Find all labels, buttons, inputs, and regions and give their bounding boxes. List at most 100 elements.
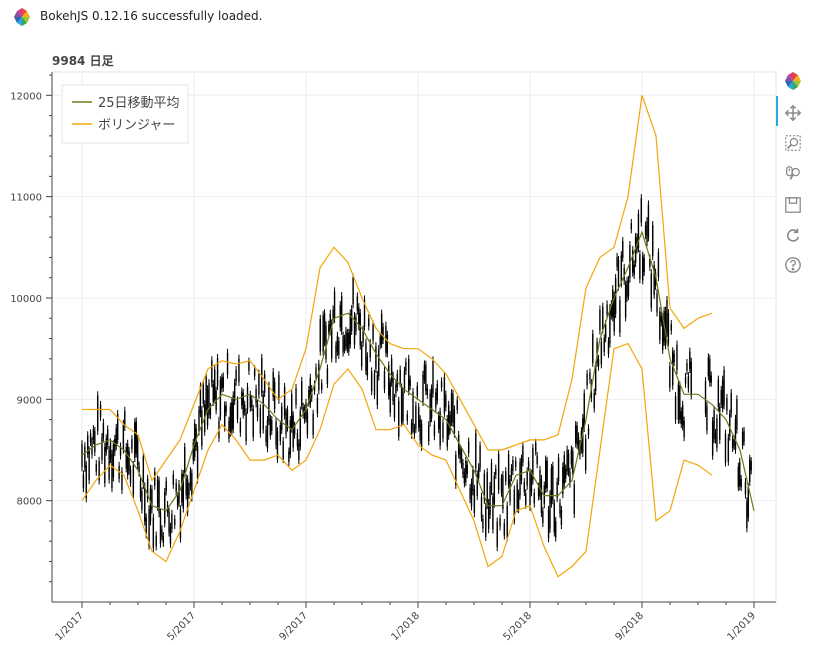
- candle-body: [229, 406, 232, 433]
- candle-body: [346, 332, 349, 349]
- candle-body: [574, 425, 577, 444]
- candle-body: [302, 406, 304, 415]
- candle-body: [664, 310, 667, 346]
- candle-body: [415, 405, 417, 429]
- candle-body: [186, 479, 189, 513]
- candle-body: [245, 412, 247, 442]
- candle-body: [289, 420, 292, 455]
- candle-body: [445, 394, 447, 408]
- reset-icon[interactable]: [782, 224, 804, 246]
- candle-body: [449, 415, 451, 431]
- candle-body: [198, 410, 200, 432]
- candle-body: [610, 304, 613, 316]
- candle-body: [195, 428, 197, 447]
- candle-body: [213, 369, 216, 400]
- candle-body: [235, 370, 237, 382]
- candle-body: [205, 376, 207, 411]
- candle-body: [469, 488, 471, 500]
- candle-body: [312, 413, 314, 435]
- candle-body: [226, 352, 229, 375]
- candle-body: [553, 503, 555, 533]
- candle-body: [141, 491, 143, 510]
- save-icon[interactable]: [782, 194, 804, 216]
- x-tick-label: 9/2018: [613, 610, 646, 643]
- candle-body: [315, 367, 317, 377]
- candle-body: [489, 485, 491, 515]
- candle-body: [306, 412, 309, 435]
- candle-body: [472, 469, 474, 492]
- pan-icon[interactable]: [782, 102, 804, 124]
- candle-body: [523, 482, 526, 492]
- candle-body: [275, 421, 277, 446]
- candle-body: [169, 526, 172, 544]
- candle-body: [181, 473, 183, 503]
- candle-body: [476, 474, 478, 496]
- toolbar-logo-icon[interactable]: [782, 70, 804, 92]
- candle-body: [743, 430, 745, 442]
- candle-body: [271, 420, 273, 431]
- candle-body: [188, 486, 190, 495]
- candle-body: [139, 480, 142, 498]
- candle-body: [572, 451, 574, 474]
- candle-body: [597, 359, 600, 367]
- candle-body: [352, 277, 354, 305]
- candle-body: [231, 402, 233, 432]
- candle-body: [238, 358, 240, 382]
- candle-body: [410, 423, 413, 435]
- candle-body: [416, 386, 418, 396]
- candle-body: [584, 438, 587, 470]
- candle-body: [236, 400, 239, 420]
- candle-body: [249, 394, 252, 408]
- candle-body: [345, 330, 347, 348]
- candle-body: [539, 469, 541, 496]
- candle-body: [212, 383, 214, 402]
- wheel-zoom-icon[interactable]: [782, 162, 804, 184]
- candle-body: [490, 462, 493, 491]
- candle-body: [466, 464, 468, 475]
- candle-body: [272, 372, 274, 398]
- candle-body: [749, 458, 751, 482]
- candle-body: [88, 450, 90, 481]
- candle-body: [559, 502, 561, 514]
- candle-body: [355, 317, 357, 332]
- candle-body: [671, 351, 674, 386]
- candle-body: [106, 429, 109, 446]
- candle-body: [731, 439, 734, 448]
- candle-body: [626, 280, 628, 298]
- candle-body: [202, 384, 204, 404]
- candle-body: [192, 442, 194, 461]
- candle-body: [369, 343, 371, 358]
- candle-body: [402, 392, 404, 421]
- help-icon[interactable]: [782, 254, 804, 276]
- x-tick-label: 1/2017: [53, 610, 86, 643]
- candle-body: [586, 373, 588, 386]
- candle-body: [465, 460, 467, 482]
- candle-body: [184, 446, 186, 473]
- candle-body: [185, 478, 187, 496]
- candle-body: [379, 336, 381, 346]
- candle-body: [128, 451, 130, 471]
- candle-body: [729, 413, 731, 437]
- candle-body: [654, 272, 657, 286]
- candle-body: [609, 308, 611, 344]
- candle-body: [446, 419, 448, 447]
- candle-body: [737, 466, 740, 488]
- candle-body: [564, 468, 567, 479]
- candle-body: [563, 455, 565, 484]
- candle-body: [136, 439, 139, 465]
- candle-body: [336, 335, 339, 352]
- candle-body: [492, 496, 494, 530]
- candle-body: [155, 535, 157, 547]
- box-zoom-icon[interactable]: [782, 132, 804, 154]
- candle-body: [515, 460, 517, 467]
- candle-body: [423, 364, 426, 380]
- candle-body: [333, 291, 336, 319]
- candle-body: [119, 446, 122, 456]
- candle-body: [499, 518, 501, 527]
- candle-body: [84, 446, 86, 468]
- candle-body: [470, 482, 473, 507]
- candle-body: [637, 213, 640, 249]
- candle-body: [438, 415, 440, 430]
- candle-body: [425, 364, 427, 392]
- candle-body: [435, 392, 437, 408]
